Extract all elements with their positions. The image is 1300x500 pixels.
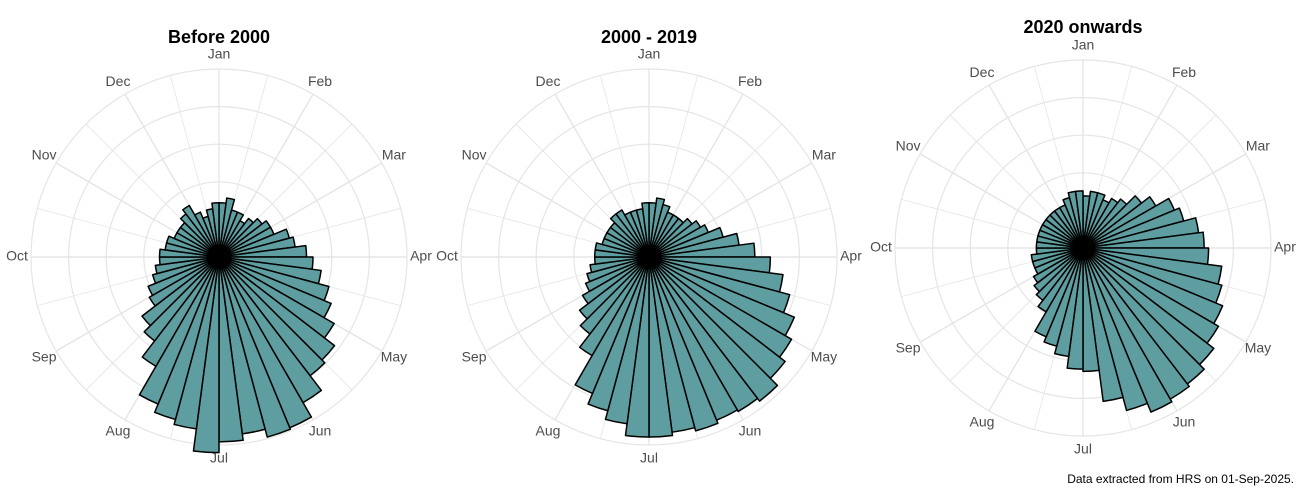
- month-label: Mar: [812, 147, 836, 163]
- month-label: Aug: [106, 423, 131, 439]
- month-label: Jun: [739, 423, 762, 439]
- chart-title: Before 2000: [168, 27, 270, 47]
- month-label: Aug: [536, 423, 561, 439]
- bar: [586, 256, 650, 283]
- data-source-caption: Data extracted from HRS on 01-Sep-2025.: [1067, 472, 1294, 486]
- month-label: Jul: [1074, 441, 1092, 457]
- bar: [1033, 247, 1084, 293]
- bar: [584, 256, 650, 293]
- bar: [579, 256, 650, 335]
- month-label: Dec: [106, 73, 131, 89]
- month-label: May: [381, 349, 407, 365]
- month-label: Feb: [308, 73, 332, 89]
- month-label: Nov: [462, 147, 487, 163]
- month-label: Feb: [738, 73, 762, 89]
- month-label: Nov: [896, 138, 921, 154]
- bar: [218, 256, 292, 438]
- bar: [1032, 247, 1084, 284]
- bar: [148, 256, 220, 307]
- bar: [1037, 247, 1084, 313]
- bar: [589, 256, 650, 274]
- bar: [1030, 247, 1084, 263]
- month-label: Jul: [210, 450, 228, 466]
- bar: [1082, 247, 1100, 373]
- month-label: Aug: [970, 414, 995, 430]
- month-label: Apr: [840, 248, 862, 264]
- bar: [615, 209, 650, 258]
- bar: [648, 256, 779, 402]
- bar: [581, 256, 650, 305]
- polar-chart-2: Jan Feb Mar Apr May Jun Jul Aug Sep Oct Nov Dec 2000…: [436, 27, 862, 466]
- month-label: Sep: [896, 340, 921, 356]
- chart-title: 2000 - 2019: [601, 27, 697, 47]
- month-label: Apr: [1274, 239, 1296, 255]
- month-label: Jun: [1173, 414, 1196, 430]
- polar-chart-1: Jan Feb Mar Apr May Jun Jul Aug Sep Oct Nov Dec Befo…: [6, 27, 432, 466]
- month-label: Jan: [638, 46, 661, 62]
- month-label: Sep: [462, 349, 487, 365]
- bar: [1082, 247, 1149, 412]
- bar: [138, 256, 220, 405]
- month-label: Sep: [32, 349, 57, 365]
- month-label: Oct: [870, 239, 892, 255]
- month-label: Dec: [970, 64, 995, 80]
- month-label: Dec: [536, 73, 561, 89]
- month-label: May: [811, 349, 837, 365]
- bar: [1035, 247, 1084, 302]
- month-label: Jan: [208, 46, 231, 62]
- bar: [151, 256, 220, 285]
- month-label: Feb: [1172, 64, 1196, 80]
- bar: [1082, 247, 1173, 413]
- month-label: Nov: [32, 147, 57, 163]
- bar: [1082, 247, 1124, 403]
- month-label: Mar: [1246, 138, 1270, 154]
- bar: [193, 211, 220, 258]
- polar-chart-3: Jan Feb Mar Apr May Jun Jul Aug Sep Oct Nov Dec 2020…: [870, 17, 1296, 457]
- month-label: Apr: [410, 248, 432, 264]
- bar: [154, 256, 220, 275]
- bar: [143, 256, 220, 342]
- month-label: Mar: [382, 147, 406, 163]
- month-label: Jan: [1072, 37, 1095, 53]
- month-label: Oct: [6, 248, 28, 264]
- bar: [182, 204, 220, 258]
- bar: [648, 256, 719, 432]
- bar: [211, 201, 220, 258]
- bar: [578, 256, 650, 357]
- bar: [641, 201, 650, 258]
- bar: [574, 256, 650, 395]
- bar: [141, 256, 220, 327]
- bar: [648, 256, 759, 413]
- month-label: May: [1245, 340, 1271, 356]
- month-label: Oct: [436, 248, 458, 264]
- bar: [578, 256, 650, 320]
- month-label: Jul: [640, 450, 658, 466]
- bar: [1074, 190, 1084, 249]
- chart-title: 2020 onwards: [1023, 17, 1142, 37]
- month-label: Jun: [309, 423, 332, 439]
- bar: [141, 256, 220, 367]
- bar: [147, 256, 220, 297]
